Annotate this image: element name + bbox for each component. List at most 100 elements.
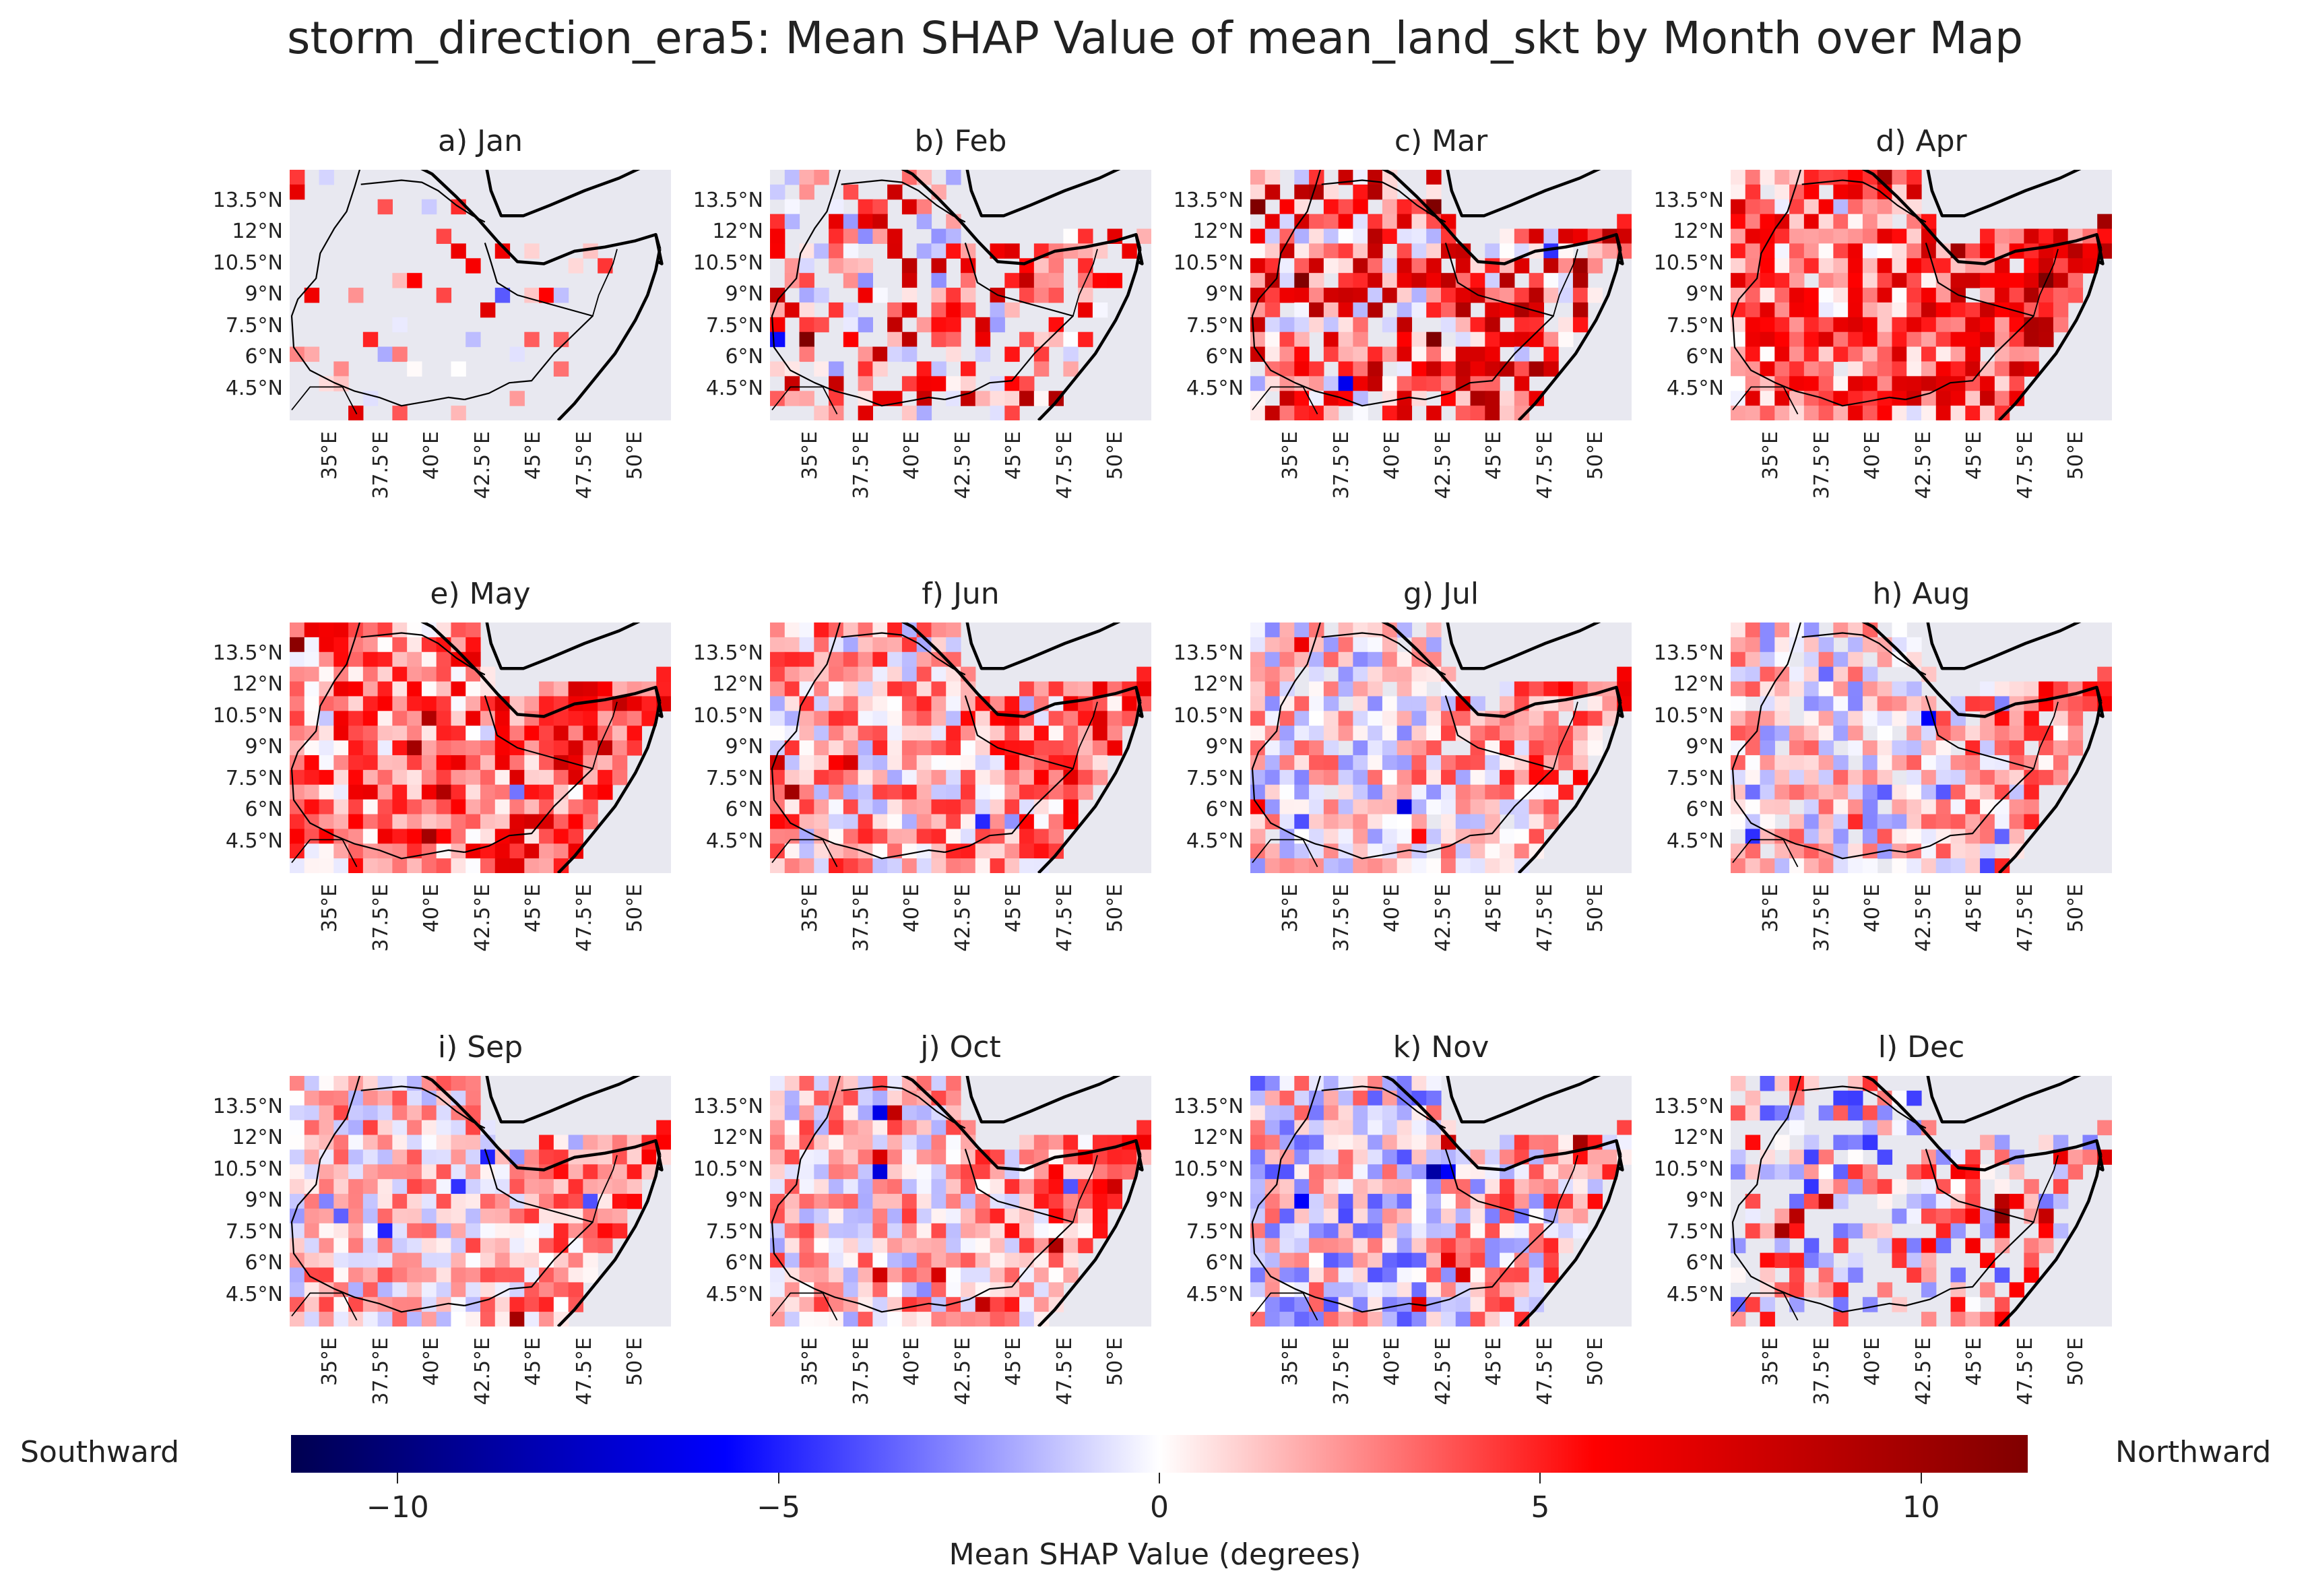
heatmap-cell [858,317,873,333]
coastline [1615,687,1624,718]
heatmap-cell [858,406,873,420]
heatmap-cell [1500,1135,1515,1151]
heatmap-cell [1950,755,1966,771]
heatmap-cell [1294,1297,1310,1312]
heatmap-cell [1485,784,1500,800]
heatmap-cell [799,784,814,800]
heatmap-cell [872,755,888,771]
heatmap-cell [1264,1238,1281,1254]
heatmap-cell [1529,1297,1544,1312]
heatmap-cell [1994,1223,2010,1239]
heatmap-cell [770,1076,785,1091]
heatmap-cell [1935,346,1952,362]
heatmap-cell [1789,1149,1805,1165]
heatmap-cell [1543,288,1559,303]
heatmap-cell [975,331,991,348]
heatmap-cell [990,1252,1005,1269]
heatmap-cell [975,1252,991,1269]
heatmap-cell [348,1179,364,1194]
heatmap-cell [1877,1149,1893,1165]
heatmap-cell [1862,1223,1878,1239]
coastline [1997,1155,2103,1327]
heatmap-cell [1411,258,1427,274]
heatmap-cell [990,858,1005,873]
heatmap-cell [843,228,859,245]
heatmap-cell [1543,681,1559,697]
heatmap-cell [1264,1090,1281,1106]
heatmap-cell [1368,681,1383,697]
lon-tick-label: 35°E [318,431,342,480]
heatmap-cell [407,814,422,829]
heatmap-cell [1877,346,1893,362]
heatmap-cell [1789,258,1805,274]
heatmap-cell [1950,346,1966,362]
heatmap-cell [1877,376,1893,391]
colorbar-tick-mark [1539,1473,1541,1483]
heatmap-cell [1529,843,1544,859]
heatmap-cell [1950,1312,1966,1327]
heatmap-cell [1033,784,1050,800]
heatmap-cell [1833,666,1849,682]
heatmap-cell [1353,666,1368,682]
heatmap-cell [1397,302,1413,318]
heatmap-cell [1294,799,1310,815]
coastline [1381,623,1622,718]
heatmap-cell [1877,740,1893,756]
heatmap-cell [1921,769,1937,786]
lon-tick-label: 37.5°E [368,884,393,952]
heatmap-cell [1004,1179,1020,1194]
heatmap-cell [480,1312,496,1327]
heatmap-cell [1921,1194,1937,1209]
heatmap-cell [1774,391,1790,406]
heatmap-cell [1935,1223,1952,1239]
heatmap-cell [901,273,918,288]
heatmap-cell [1760,258,1775,274]
heatmap-cell [1572,1208,1589,1224]
heatmap-cell [436,1312,452,1327]
heatmap-cell [799,755,814,771]
heatmap-cell [1338,637,1353,653]
heatmap-cell [583,1135,598,1151]
heatmap-cell [509,1297,525,1312]
colorbar-right-label: Northward [2115,1435,2272,1469]
heatmap-cell [524,1223,540,1239]
heatmap-cell [1848,376,1863,391]
heatmap-cell [1279,1208,1295,1224]
heatmap-cell [392,1252,408,1269]
heatmap-cell [1877,814,1893,829]
heatmap-cell [1279,288,1295,303]
heatmap-cell [887,302,903,318]
coastline [1037,1155,1142,1327]
heatmap-cell [1818,1149,1834,1165]
coastline [290,1076,465,1313]
heatmap-cell [451,1076,466,1091]
coastline [1037,701,1142,873]
heatmap-cell [1250,199,1266,215]
heatmap-cell [1818,258,1834,274]
heatmap-cell [392,1238,408,1254]
heatmap-cell [1426,273,1442,288]
lon-tick-label: 40°E [1861,884,1885,933]
coastline [1861,623,2103,718]
heatmap-cell [1048,273,1064,288]
lat-tick-label: 6°N [245,345,283,369]
heatmap-cell [362,784,379,800]
heatmap-cell [392,406,408,420]
heatmap-cell [1019,814,1035,829]
heatmap-cell [524,755,540,771]
heatmap-cell [524,740,540,756]
heatmap-cell [377,1105,393,1121]
heatmap-cell [1382,799,1398,815]
heatmap-cell [1980,681,1995,697]
heatmap-cell [436,666,452,682]
heatmap-cell [2039,228,2054,245]
heatmap-cell [843,1194,859,1209]
heatmap-cell [1774,214,1790,230]
heatmap-cell [872,1105,888,1121]
heatmap-cell [901,1312,918,1327]
heatmap-cell [1617,1120,1632,1136]
heatmap-cell [1264,769,1281,786]
heatmap-cell [784,651,800,668]
heatmap-cell [1760,302,1775,318]
heatmap-cell [333,1208,349,1224]
